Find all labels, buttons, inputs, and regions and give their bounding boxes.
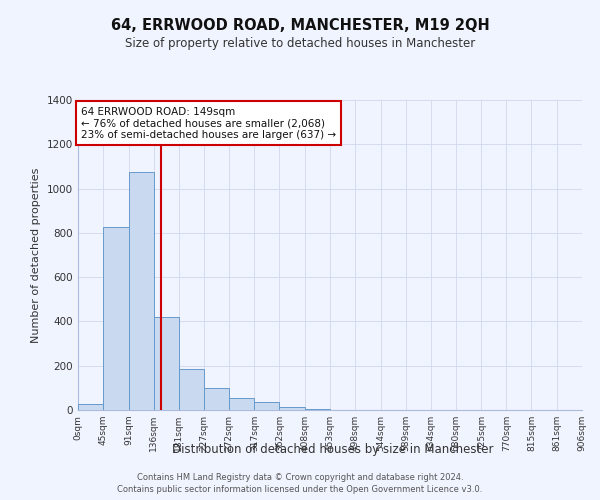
Text: Distribution of detached houses by size in Manchester: Distribution of detached houses by size … <box>172 442 494 456</box>
Bar <box>154 317 179 410</box>
Text: 64, ERRWOOD ROAD, MANCHESTER, M19 2QH: 64, ERRWOOD ROAD, MANCHESTER, M19 2QH <box>110 18 490 32</box>
Bar <box>204 388 229 410</box>
Bar <box>179 369 204 410</box>
Text: 64 ERRWOOD ROAD: 149sqm
← 76% of detached houses are smaller (2,068)
23% of semi: 64 ERRWOOD ROAD: 149sqm ← 76% of detache… <box>81 106 336 140</box>
Bar <box>305 409 330 410</box>
Bar <box>103 228 128 410</box>
Text: Contains HM Land Registry data © Crown copyright and database right 2024.: Contains HM Land Registry data © Crown c… <box>137 472 463 482</box>
Bar <box>128 172 154 410</box>
Bar <box>280 406 305 410</box>
Bar <box>229 398 254 410</box>
Y-axis label: Number of detached properties: Number of detached properties <box>31 168 41 342</box>
Bar <box>78 404 103 410</box>
Text: Size of property relative to detached houses in Manchester: Size of property relative to detached ho… <box>125 38 475 51</box>
Text: Contains public sector information licensed under the Open Government Licence v3: Contains public sector information licen… <box>118 485 482 494</box>
Bar <box>254 402 280 410</box>
